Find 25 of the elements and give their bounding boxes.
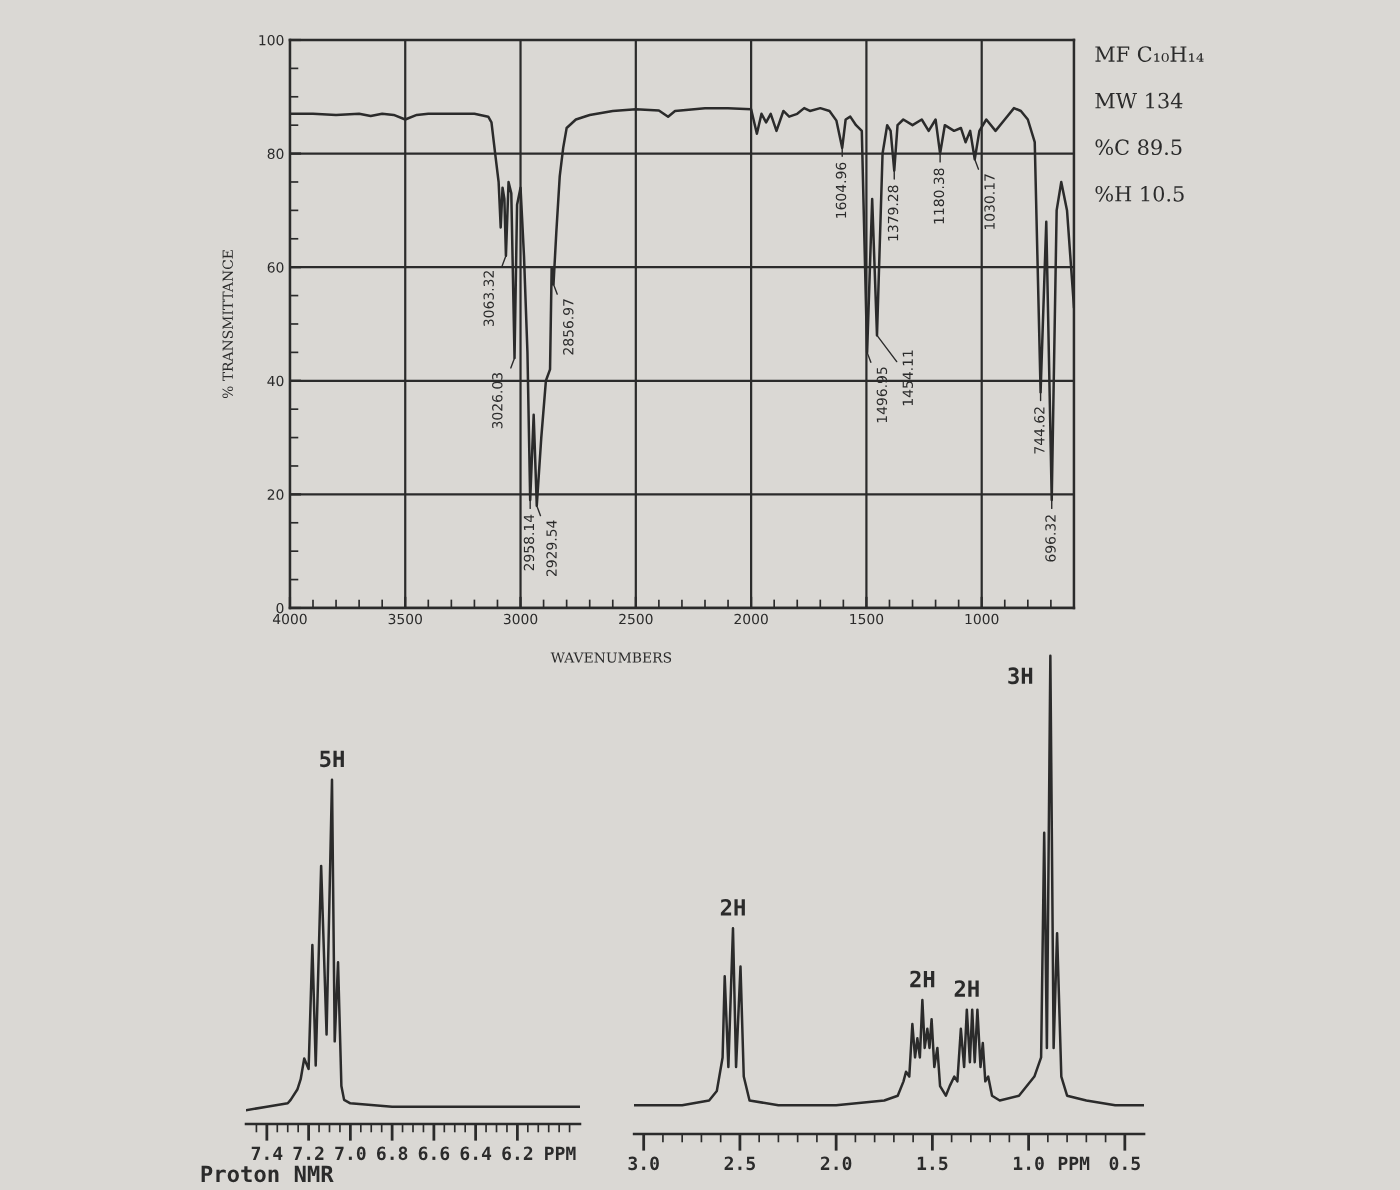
x-tick-label: 7.4 <box>251 1146 283 1160</box>
x-tick-label: 1.5 <box>917 1156 948 1171</box>
x-tick-label: 7.2 <box>293 1146 324 1160</box>
x-tick-label: 7.0 <box>335 1146 366 1161</box>
x-tick-label: 6.8 <box>376 1146 408 1161</box>
text: MF C₁₀H₁₄ <box>1095 46 1204 62</box>
x-tick-label: 3.0 <box>628 1156 659 1171</box>
x-tick-label: 2.0 <box>820 1156 852 1171</box>
annotation: 2H <box>954 980 979 997</box>
x-tick-label: 6.4 <box>460 1146 492 1161</box>
x-tick-label: 0.5 <box>1109 1156 1140 1171</box>
x-axis-title: PPM <box>545 1146 576 1160</box>
x-tick-label: 2.5 <box>724 1156 755 1171</box>
x-tick-label: 1.0 <box>1013 1156 1044 1171</box>
annotation: 2H <box>910 970 935 988</box>
x-tick-label: 6.2 <box>502 1146 533 1161</box>
text: Proton NMR <box>201 1165 334 1183</box>
x-tick-label: 6.6 <box>418 1146 450 1161</box>
annotation: 2H <box>720 898 745 916</box>
annotation: 5H <box>320 750 344 768</box>
annotation: 3H <box>1008 667 1033 685</box>
text: %C 89.5 <box>1095 139 1182 156</box>
text: %H 10.5 <box>1095 185 1184 202</box>
text: MW 134 <box>1095 92 1183 109</box>
x-axis-title: PPM <box>1058 1156 1090 1170</box>
